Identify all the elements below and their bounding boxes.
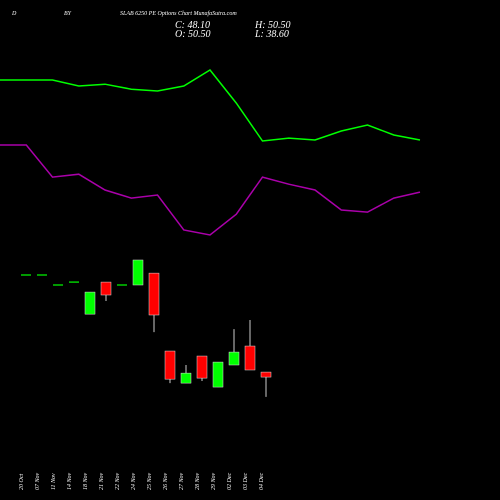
candle-body	[244, 345, 256, 371]
candle-body	[148, 272, 160, 316]
x-tick-label: 24 Nov	[130, 472, 137, 490]
x-tick-label: 21 Nov	[99, 472, 105, 490]
x-tick-label: 14 Nov	[66, 472, 73, 490]
x-tick-label: 04 Dec	[258, 473, 265, 490]
x-tick-label: 22 Nov	[115, 472, 121, 490]
x-tick-label: 27 Nov	[179, 472, 185, 490]
x-tick-label: 20 Oct	[19, 474, 25, 490]
candle-body	[84, 291, 96, 315]
candle-body	[228, 351, 240, 366]
info-close: C: 48.10	[175, 20, 210, 31]
x-tick-label: 02 Dec	[227, 473, 233, 490]
x-tick-label: 26 Nov	[163, 472, 169, 490]
info-low: L: 38.60	[254, 29, 289, 40]
x-tick-label: 25 Nov	[147, 472, 153, 490]
chart-title: SLAB 6250 PE Options Chart MunafaSutra.c…	[120, 10, 237, 17]
x-tick-label: 29 Nov	[211, 472, 217, 490]
x-tick-label: 18 Nov	[83, 472, 89, 490]
candle-body	[132, 259, 144, 286]
candle-body	[260, 371, 272, 378]
indicator-line	[0, 69, 421, 142]
candle-body	[164, 350, 176, 380]
candle-body	[180, 372, 192, 384]
candle-body	[100, 281, 112, 296]
x-tick-label: 07 Nov	[35, 472, 41, 490]
info-open: O: 50.50	[175, 29, 211, 40]
corner-label: BY	[64, 11, 72, 17]
indicator-line	[0, 144, 421, 236]
candle-body	[212, 361, 224, 388]
x-tick-label: 03 Dec	[243, 473, 249, 490]
x-tick-label: 11 Nov	[51, 473, 57, 490]
x-tick-label: 28 Nov	[195, 472, 201, 490]
candle-body	[196, 355, 208, 379]
corner-label: D	[11, 11, 17, 17]
info-high: H: 50.50	[254, 20, 291, 31]
